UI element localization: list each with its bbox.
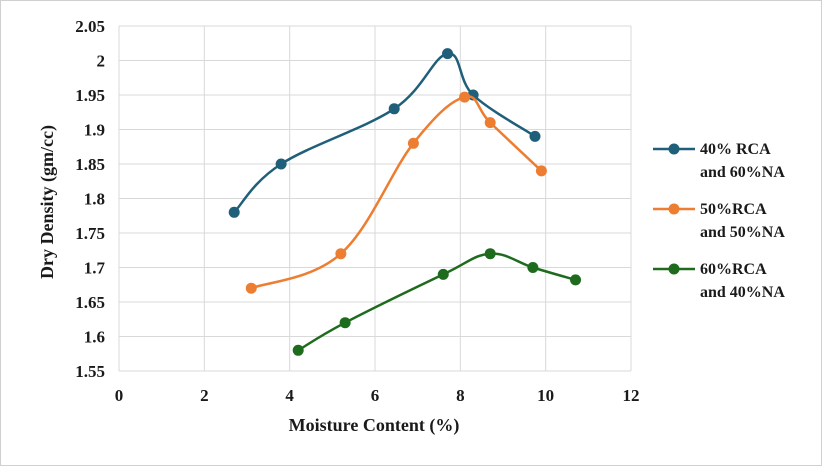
y-tick-label: 1.7	[84, 259, 106, 278]
data-point	[245, 282, 257, 294]
legend-label-line1: 60%RCA	[700, 261, 767, 278]
x-tick-label: 6	[371, 386, 380, 405]
data-point	[437, 268, 449, 280]
legend-label-line1: 50%RCA	[700, 201, 767, 218]
y-tick-label: 1.95	[75, 86, 105, 105]
legend-item-2: 50%RCA and 50%NA	[653, 201, 785, 241]
data-point	[484, 117, 496, 129]
y-tick-label: 1.6	[84, 328, 105, 347]
data-point	[529, 130, 541, 142]
y-tick-label: 2	[97, 52, 106, 71]
legend-item-3: 60%RCA and 40%NA	[653, 261, 785, 301]
x-tick-label: 2	[200, 386, 209, 405]
legend-label-line2: and 50%NA	[700, 224, 785, 241]
data-point	[292, 344, 304, 356]
data-point	[275, 158, 287, 170]
series-3	[292, 248, 582, 356]
data-point	[388, 103, 400, 115]
y-tick-label: 1.65	[75, 293, 105, 312]
y-tick-label: 1.8	[84, 190, 105, 209]
x-tick-labels: 0 2 4 6 8 10 12	[115, 386, 640, 405]
legend: 40% RCA and 60%NA 50%RCA and 50%NA 60%RCA and…	[653, 141, 785, 301]
data-point	[570, 274, 582, 286]
x-tick-label: 8	[456, 386, 465, 405]
y-tick-labels: 1.55 1.6 1.65 1.7 1.75 1.8 1.85 1.9 1.95 2 2.05	[75, 17, 105, 381]
x-tick-label: 4	[285, 386, 294, 405]
data-point	[527, 262, 539, 273]
x-tick-label: 12	[623, 386, 640, 405]
data-point	[459, 91, 471, 103]
data-point	[339, 317, 351, 329]
data-point	[484, 248, 496, 260]
data-point	[407, 137, 419, 149]
grid-lines	[118, 25, 632, 372]
x-axis-title: Moisture Content (%)	[289, 415, 460, 436]
data-point	[535, 165, 547, 177]
legend-item-1: 40% RCA and 60%NA	[653, 141, 785, 181]
y-tick-label: 1.9	[84, 121, 105, 140]
series-1	[228, 48, 541, 218]
series-2	[245, 91, 547, 294]
legend-marker	[668, 203, 680, 215]
x-tick-label: 10	[537, 386, 554, 405]
legend-label-line2: and 40%NA	[700, 284, 785, 301]
legend-marker	[668, 143, 680, 155]
legend-label-line2: and 60%NA	[700, 164, 785, 181]
data-point	[335, 248, 347, 260]
y-tick-label: 1.85	[75, 155, 105, 174]
y-tick-label: 1.75	[75, 224, 105, 243]
series-line	[250, 95, 543, 290]
series-layer	[228, 48, 582, 356]
y-tick-label: 2.05	[75, 17, 105, 36]
data-point	[442, 48, 454, 60]
y-tick-label: 1.55	[75, 362, 105, 381]
y-axis-title: Dry Density (gm/cc)	[37, 125, 58, 279]
data-point	[228, 206, 240, 218]
legend-label-line1: 40% RCA	[700, 141, 771, 158]
legend-marker	[668, 263, 680, 275]
x-tick-label: 0	[115, 386, 124, 405]
